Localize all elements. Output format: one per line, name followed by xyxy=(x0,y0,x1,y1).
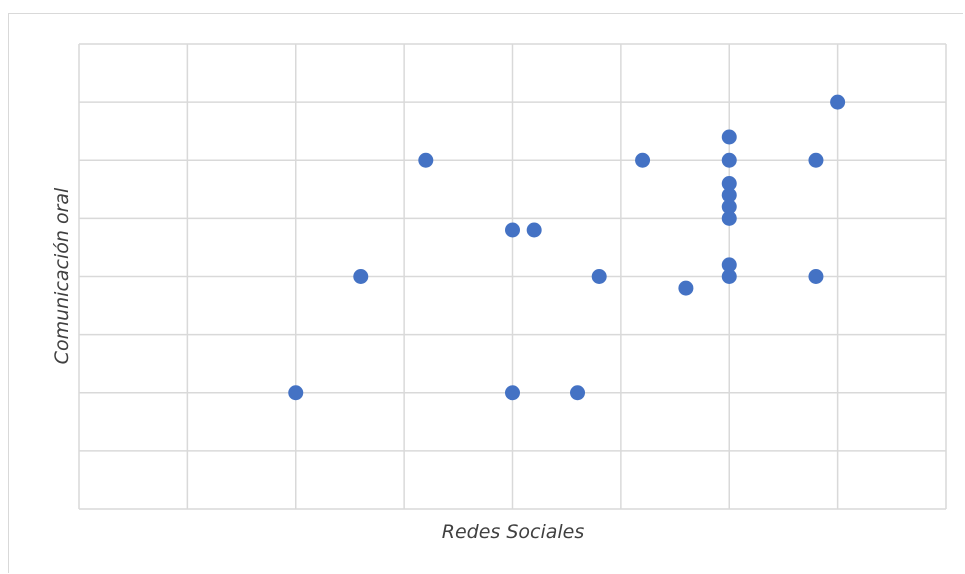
data-point xyxy=(505,385,520,401)
data-point xyxy=(721,269,737,284)
data-point xyxy=(418,152,434,168)
data-point xyxy=(526,222,542,238)
data-point xyxy=(570,385,586,401)
data-point xyxy=(721,176,737,191)
data-point xyxy=(808,152,824,168)
data-point xyxy=(721,187,737,203)
data-point xyxy=(505,222,520,238)
data-point xyxy=(635,152,651,168)
data-point xyxy=(591,269,607,284)
grid xyxy=(78,43,947,510)
data-point xyxy=(721,152,737,168)
data-points xyxy=(288,94,846,401)
data-point xyxy=(830,94,846,110)
x-axis-title: Redes Sociales xyxy=(442,521,585,543)
data-point xyxy=(808,269,824,284)
data-point xyxy=(721,129,737,145)
data-point xyxy=(721,199,737,215)
chart-frame xyxy=(8,13,963,573)
data-point xyxy=(721,257,737,273)
y-axis-title: Comunicación oral xyxy=(51,187,73,364)
data-point xyxy=(288,385,304,401)
data-point xyxy=(721,210,737,226)
data-point xyxy=(353,269,369,284)
data-point xyxy=(678,280,694,296)
